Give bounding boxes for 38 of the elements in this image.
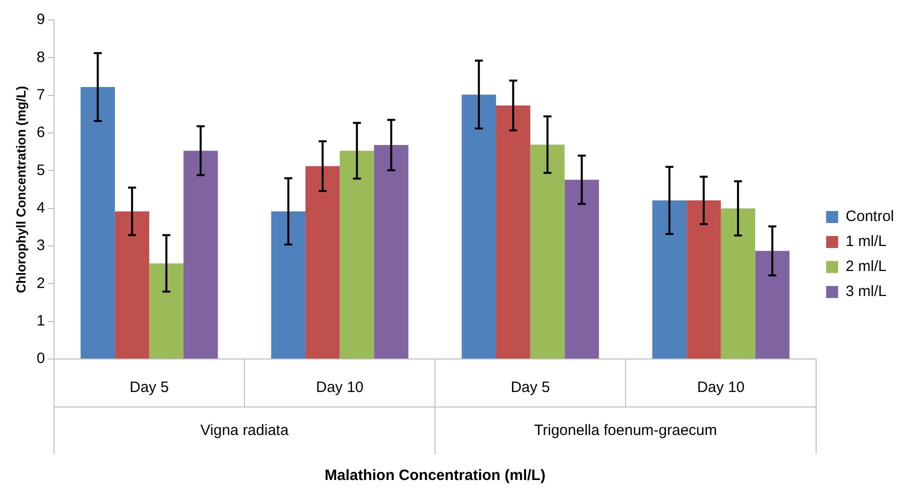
legend-label: 1 ml/L [846,233,887,250]
y-tick-label: 5 [36,162,45,179]
bar [530,144,565,358]
bar [374,145,408,358]
bar [755,250,790,358]
x-tick-label: Day 5 [510,379,550,396]
y-tick-label: 6 [36,124,45,142]
legend-label: 3 ml/L [846,283,887,300]
bar [114,211,150,358]
y-tick-label: 7 [36,86,45,104]
x-tick-label: Day 10 [316,379,364,396]
bar [686,200,721,358]
bar [652,200,687,358]
y-tick-label: 0 [36,350,45,368]
bar [149,263,184,358]
bar [340,150,374,358]
y-tick-label: 1 [36,312,45,330]
x-tick-label: Day 10 [697,379,745,396]
y-axis-title: Chlorophyll Concentration (mg/L) [13,86,28,294]
y-tick-label: 8 [36,48,45,66]
y-tick-label: 4 [36,199,45,216]
bar [564,180,599,358]
bar [496,106,530,358]
bar [305,166,340,358]
y-tick-label: 2 [36,274,45,292]
y-tick-label: 9 [36,11,45,28]
bar [462,94,496,358]
y-tick-label: 3 [36,237,45,254]
bar [720,208,756,358]
legend-label: 2 ml/L [846,258,887,276]
x-axis-title: Malathion Concentration (ml/L) [324,467,546,484]
x-tick-label: Day 5 [130,379,169,396]
bar [184,150,218,358]
bar [271,211,306,358]
legend-label: Control [846,208,894,226]
text: Vigna radiata [200,422,290,440]
bar [80,87,115,358]
text: Trigonella foenum-graecum [534,422,718,440]
